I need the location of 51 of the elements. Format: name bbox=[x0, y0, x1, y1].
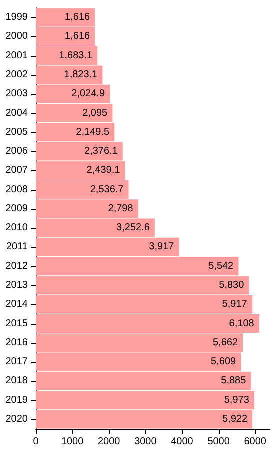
data-label: 2,536.7 bbox=[90, 184, 124, 196]
y-tick-label: 2007 bbox=[6, 165, 28, 176]
data-label: 5,542 bbox=[208, 260, 234, 272]
data-label: 3,252.6 bbox=[116, 222, 150, 234]
y-tick-label: 2019 bbox=[6, 394, 28, 406]
y-tick-label: 2003 bbox=[6, 88, 28, 100]
y-tick-label: 2000 bbox=[6, 31, 28, 42]
data-label: 1,823.1 bbox=[64, 69, 98, 80]
data-label: 5,922 bbox=[222, 414, 248, 425]
data-label: 2,095 bbox=[82, 108, 108, 119]
y-tick-label: 2018 bbox=[6, 376, 28, 387]
x-tick-label: 4000 bbox=[171, 436, 194, 448]
x-tick-label: 3000 bbox=[134, 436, 158, 448]
data-label: 6,108 bbox=[229, 318, 255, 330]
x-tick-label: 5000 bbox=[208, 436, 230, 448]
data-label: 3,917 bbox=[149, 242, 175, 253]
y-tick-label: 2005 bbox=[6, 126, 28, 138]
data-label: 5,917 bbox=[222, 299, 248, 310]
y-tick-label: 2006 bbox=[6, 146, 28, 158]
data-label: 5,885 bbox=[221, 376, 247, 387]
data-label: 5,609 bbox=[211, 356, 237, 368]
y-tick-label: 2013 bbox=[6, 280, 28, 291]
x-tick-label: 0 bbox=[33, 436, 40, 448]
data-label: 2,376.1 bbox=[84, 146, 118, 158]
y-tick-label: 2012 bbox=[6, 260, 28, 272]
data-label: 1,616 bbox=[65, 31, 91, 42]
y-tick-label: 2014 bbox=[6, 299, 28, 310]
y-tick-label: 2016 bbox=[6, 337, 28, 348]
y-tick-label: 2011 bbox=[6, 242, 28, 253]
y-tick-label: 2004 bbox=[6, 108, 28, 119]
data-label: 2,798 bbox=[108, 203, 134, 214]
y-tick-label: 2001 bbox=[6, 50, 28, 62]
y-tick-label: 1999 bbox=[6, 12, 28, 24]
data-label: 2,024.9 bbox=[72, 88, 106, 100]
data-label: 1,616 bbox=[65, 12, 91, 24]
y-tick-label: 2010 bbox=[6, 222, 28, 234]
y-tick-label: 2020 bbox=[6, 414, 28, 425]
data-label: 1,683.1 bbox=[59, 50, 93, 62]
y-tick-label: 2002 bbox=[6, 69, 28, 80]
data-label: 5,973 bbox=[224, 394, 250, 406]
data-label: 2,439.1 bbox=[86, 165, 121, 176]
x-tick-label: 6000 bbox=[244, 436, 267, 448]
data-label: 2,149.5 bbox=[76, 126, 110, 138]
data-label: 5,830 bbox=[219, 280, 245, 291]
x-tick-label: 1000 bbox=[61, 436, 84, 448]
data-label: 5,662 bbox=[212, 337, 238, 348]
y-tick-label: 2009 bbox=[6, 203, 28, 214]
y-tick-label: 2008 bbox=[6, 184, 28, 196]
y-tick-label: 2017 bbox=[6, 356, 28, 368]
y-tick-label: 2015 bbox=[6, 318, 28, 330]
x-tick-label: 2000 bbox=[98, 436, 121, 448]
